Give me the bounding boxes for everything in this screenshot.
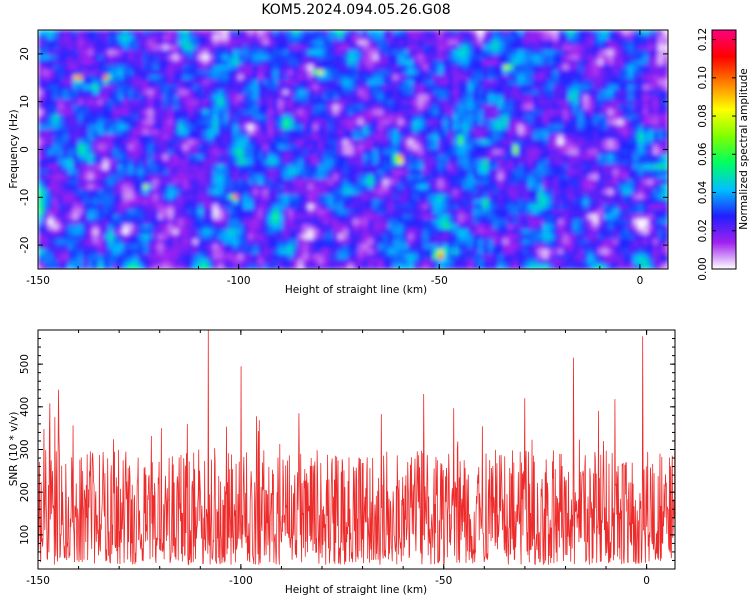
colorbar-tick-label: 0.10 — [697, 66, 709, 89]
heatmap-y-tick-label: 20 — [19, 47, 31, 60]
snr-y-tick-label: 200 — [19, 482, 31, 502]
heatmap-x-axis-label: Height of straight line (km) — [285, 284, 427, 296]
snr-ticks: -150 -100 -50 0 100 200 300 400 500 — [19, 330, 675, 587]
heatmap-x-tick-label: -100 — [227, 275, 251, 287]
snr-series-line — [38, 330, 675, 566]
chart-title: KOM5.2024.094.05.26.G08 — [261, 2, 450, 18]
colorbar-tick-label: 0.00 — [697, 257, 709, 280]
snr-panel: -150 -100 -50 0 100 200 300 400 500 Height of st… — [8, 329, 676, 596]
heatmap-cells — [38, 30, 668, 269]
heatmap-y-tick-label: 0 — [19, 146, 31, 153]
snr-x-tick-label: -150 — [26, 575, 50, 587]
snr-x-tick-label: -50 — [435, 575, 452, 587]
colorbar-ticks: 0.00 0.02 0.04 0.06 0.08 0.10 0.12 — [697, 28, 736, 281]
colorbar-tick-label: 0.08 — [697, 104, 709, 127]
snr-x-axis-label: Height of straight line (km) — [285, 584, 427, 596]
snr-y-tick-label: 100 — [19, 525, 31, 545]
heatmap-y-tick-label: -20 — [19, 237, 31, 254]
heatmap-y-tick-label: -10 — [19, 189, 31, 206]
colorbar-tick-label: 0.04 — [697, 181, 709, 205]
snr-y-axis-label: SNR (10 * v/v) — [8, 412, 20, 487]
snr-y-tick-label: 300 — [19, 439, 31, 459]
colorbar-gradient — [711, 29, 737, 270]
colorbar-tick-label: 0.12 — [697, 28, 709, 51]
heatmap-y-tick-label: 10 — [19, 95, 31, 108]
snr-y-tick-label: 400 — [19, 397, 31, 417]
colorbar-label: Normalized spectral amplitude — [738, 68, 750, 229]
heatmap-x-tick-label: -50 — [431, 275, 448, 287]
heatmap-x-tick-label: 0 — [637, 275, 644, 287]
snr-x-tick-label: 0 — [643, 575, 650, 587]
colorbar: 0.00 0.02 0.04 0.06 0.08 0.10 0.12 Normalized … — [697, 28, 750, 281]
heatmap-y-axis-label: Frequency (Hz) — [8, 109, 20, 188]
snr-y-tick-label: 500 — [19, 354, 31, 374]
colorbar-tick-label: 0.06 — [697, 142, 709, 166]
snr-x-tick-label: -100 — [229, 575, 253, 587]
heatmap-x-tick-label: -150 — [26, 275, 50, 287]
colorbar-tick-label: 0.02 — [697, 219, 709, 242]
